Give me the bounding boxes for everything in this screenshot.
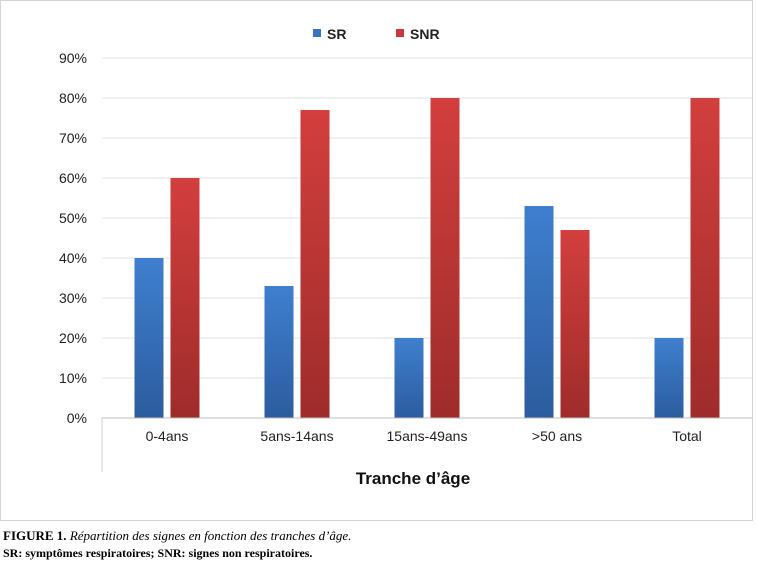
y-tick-label: 90%: [59, 50, 87, 66]
y-tick-label: 20%: [59, 330, 87, 346]
bar-snr-1: [300, 110, 330, 418]
legend-swatch-sr: [313, 29, 321, 37]
chart-area: 0% 10% 20% 30% 40% 50% 60% 70% 80% 90% 0-4ans 5ans…: [0, 0, 753, 521]
legend: SR SNR: [313, 26, 440, 42]
y-axis-ticks: 0% 10% 20% 30% 40% 50% 60% 70% 80% 90%: [59, 50, 87, 426]
y-tick-label: 50%: [59, 210, 87, 226]
figure-caption: FIGURE 1. Répartition des signes en fonc…: [3, 528, 351, 544]
bar-snr-3: [560, 230, 590, 418]
bar-sr-2: [394, 338, 424, 418]
bar-snr-0: [170, 178, 200, 418]
x-tick-label: 15ans-49ans: [387, 428, 468, 444]
figure-title: Répartition des signes en fonction des t…: [69, 528, 352, 543]
y-tick-label: 60%: [59, 170, 87, 186]
legend-label-sr: SR: [327, 26, 346, 42]
figure-note: SR: symptômes respiratoires; SNR: signes…: [3, 546, 313, 560]
x-axis-title: Tranche d’âge: [356, 469, 470, 488]
y-tick-label: 70%: [59, 130, 87, 146]
bar-sr-4: [654, 338, 684, 418]
figure-label: FIGURE 1.: [3, 528, 67, 543]
bar-snr-4: [690, 98, 720, 418]
bar-snr-2: [430, 98, 460, 418]
legend-swatch-snr: [396, 29, 404, 37]
x-tick-label: Total: [672, 428, 702, 444]
x-tick-label: 5ans-14ans: [260, 428, 333, 444]
bar-sr-0: [134, 258, 164, 418]
y-tick-label: 30%: [59, 290, 87, 306]
legend-label-snr: SNR: [410, 26, 440, 42]
bar-sr-1: [264, 286, 294, 418]
gridlines: [102, 57, 752, 379]
y-tick-label: 0%: [67, 410, 87, 426]
y-tick-label: 80%: [59, 90, 87, 106]
chart-border: [0, 0, 753, 521]
bar-sr-3: [524, 206, 554, 418]
y-tick-label: 40%: [59, 250, 87, 266]
x-tick-label: >50 ans: [532, 428, 582, 444]
bars: [134, 98, 720, 418]
x-tick-label: 0-4ans: [146, 428, 189, 444]
axes: [101, 417, 752, 472]
x-axis-ticks: 0-4ans 5ans-14ans 15ans-49ans >50 ans Total: [146, 428, 702, 444]
bar-chart: 0% 10% 20% 30% 40% 50% 60% 70% 80% 90% 0-4ans 5ans…: [0, 0, 753, 521]
y-tick-label: 10%: [59, 370, 87, 386]
